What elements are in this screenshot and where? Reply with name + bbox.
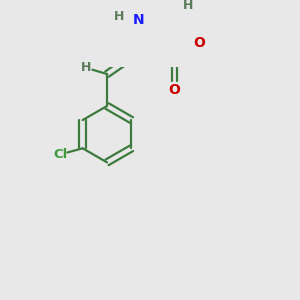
Text: H: H: [81, 61, 92, 74]
Text: N: N: [133, 13, 145, 27]
Text: H: H: [114, 10, 124, 23]
Text: H: H: [183, 0, 193, 12]
Text: O: O: [193, 36, 205, 50]
Text: Cl: Cl: [53, 148, 68, 161]
Text: O: O: [169, 83, 181, 97]
